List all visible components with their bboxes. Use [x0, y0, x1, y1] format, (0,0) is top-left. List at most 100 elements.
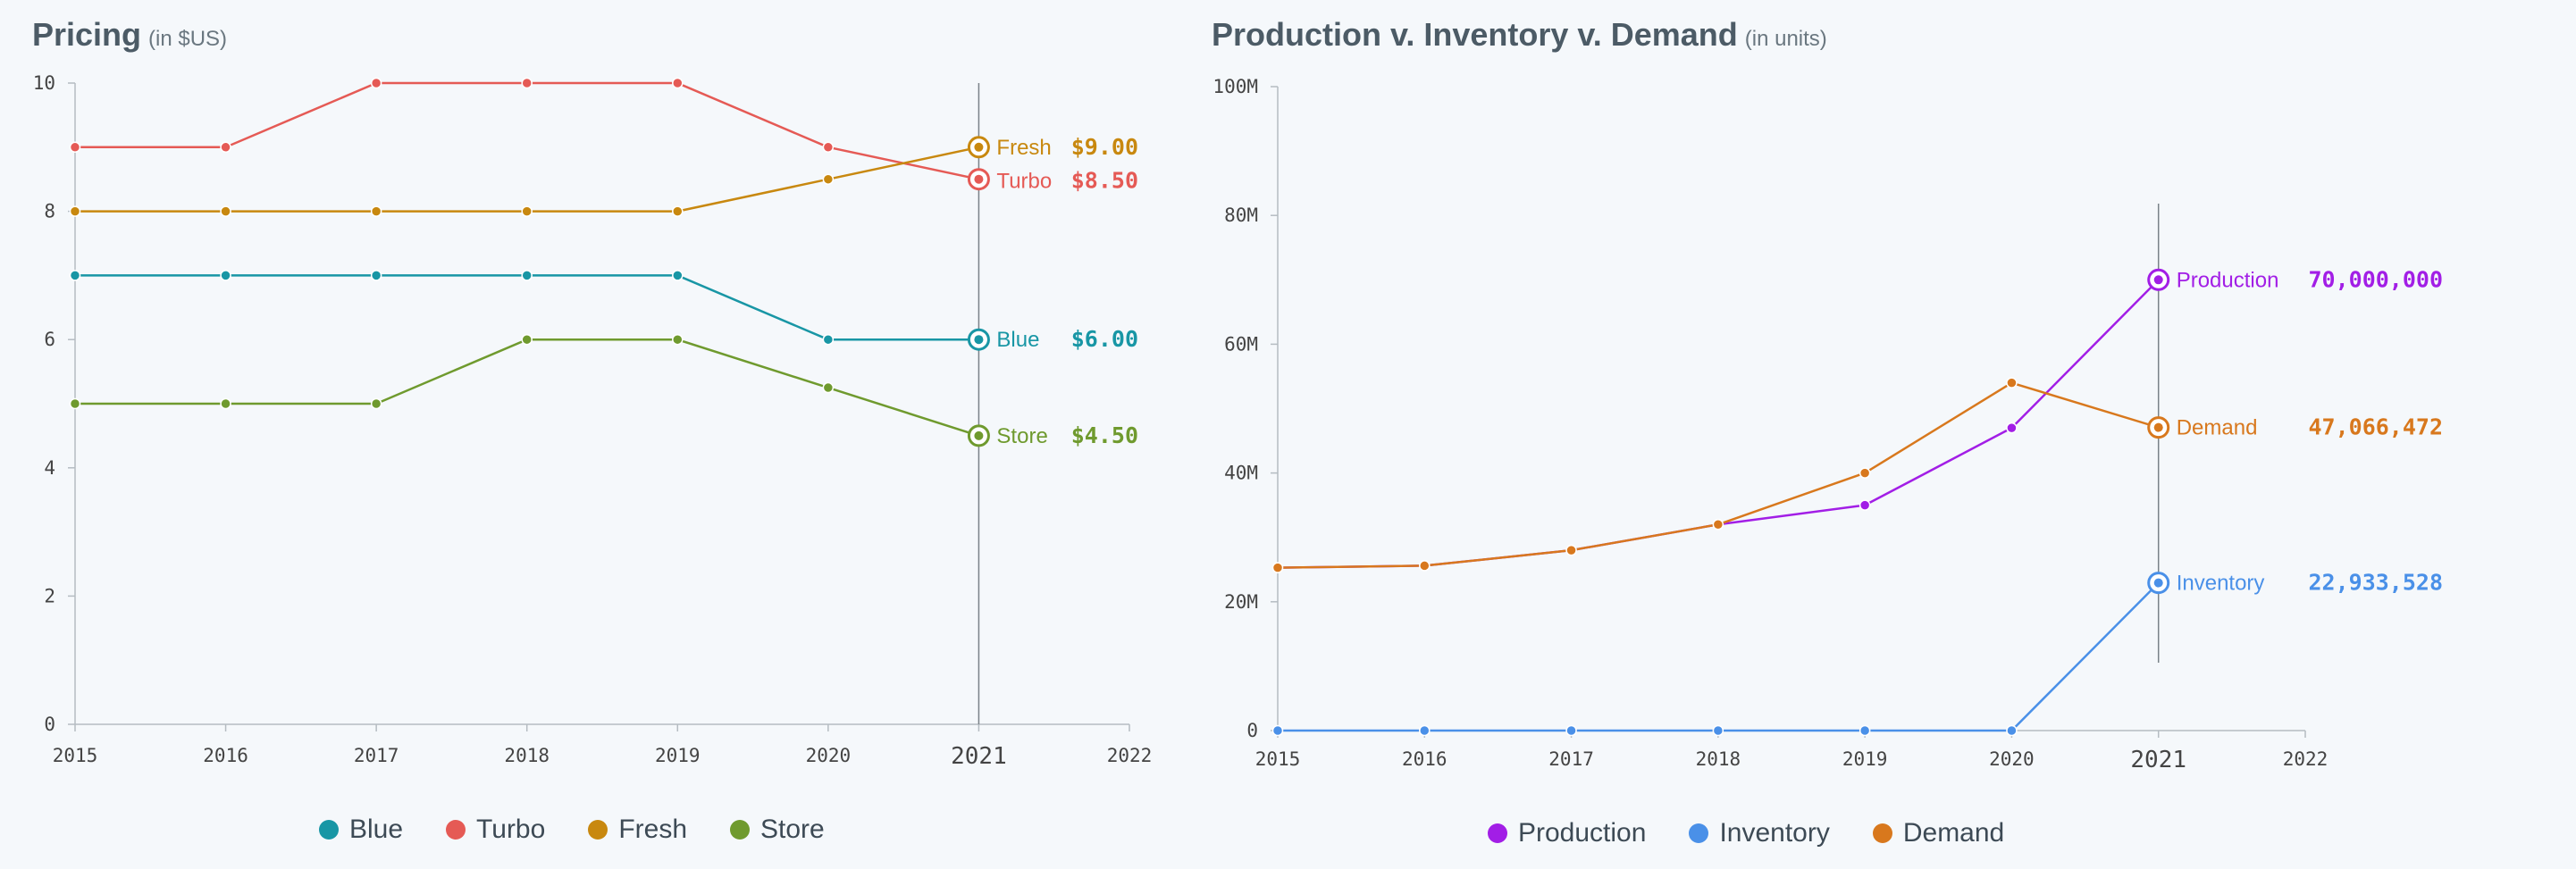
legend-label: Fresh	[618, 815, 687, 844]
x-tick-label: 2020	[1989, 748, 2035, 770]
chart-title: Production v. Inventory v. Demand	[1212, 16, 1738, 53]
demand-series-line	[1277, 381, 2160, 569]
blue-callout-label: Blue	[996, 328, 1039, 352]
y-tick-label: 10	[33, 72, 55, 94]
x-tick-label: 2020	[806, 745, 852, 766]
legend-label: Production	[1518, 818, 1647, 848]
x-tick-label: 2018	[504, 745, 550, 766]
legend-item-inventory[interactable]: Inventory	[1689, 818, 1830, 848]
y-tick-label: 4	[44, 457, 55, 479]
y-tick-label: 60M	[1224, 333, 1258, 355]
legend-swatch	[588, 820, 608, 840]
pricing-panel: Pricing (in $US) 0 2 4 6 8 10 2015 2016 2017 2018 2…	[0, 0, 1162, 869]
legend-item-blue[interactable]: Blue	[319, 815, 403, 845]
turbo-end-marker-dot	[974, 174, 984, 184]
legend-swatch	[319, 820, 339, 840]
fresh-callout-value: $9.00	[1071, 134, 1138, 160]
store-data-point	[672, 333, 684, 346]
production-data-point	[2006, 422, 2018, 434]
store-data-point	[822, 381, 835, 394]
legend-swatch	[1488, 823, 1507, 843]
turbo-data-point	[521, 77, 533, 89]
legend-item-production[interactable]: Production	[1488, 818, 1646, 848]
y-tick-label: 6	[44, 329, 55, 350]
demand-data-point	[1419, 560, 1431, 572]
store-callout-label: Store	[996, 424, 1047, 448]
legend-swatch	[730, 820, 750, 840]
inventory-callout-label: Inventory	[2177, 572, 2265, 596]
production-callout-value: 70,000,000	[2308, 266, 2443, 292]
production-end-marker-dot	[2153, 275, 2163, 285]
turbo-data-point	[69, 141, 81, 154]
turbo-data-point	[822, 141, 835, 154]
inventory-data-point	[1712, 724, 1724, 737]
y-tick-label: 2	[44, 585, 55, 606]
demand-end-marker-dot	[2153, 422, 2163, 432]
fresh-data-point	[822, 173, 835, 185]
demand-data-point	[1712, 519, 1724, 531]
blue-data-point	[822, 333, 835, 346]
production-data-point	[1859, 499, 1871, 511]
x-tick-label: 2018	[1696, 748, 1741, 770]
legend-item-store[interactable]: Store	[730, 815, 825, 845]
y-tick-label: 0	[1246, 720, 1258, 741]
y-tick-label: 8	[44, 201, 55, 222]
blue-data-point	[672, 270, 684, 281]
fresh-callout-label: Fresh	[996, 136, 1051, 160]
inventory-series-line	[1278, 581, 2160, 732]
legend-label: Turbo	[476, 815, 546, 844]
x-tick-label-highlight: 2021	[951, 743, 1007, 770]
chart-subtitle: (in $US)	[148, 27, 228, 51]
fresh-data-point	[220, 205, 231, 217]
fresh-end-marker-dot	[974, 142, 984, 152]
pricing-legend: Blue Turbo Fresh Store	[319, 815, 825, 845]
production-legend: Production Inventory Demand	[1488, 818, 2004, 848]
blue-data-point	[69, 270, 81, 281]
x-tick-label: 2016	[1402, 748, 1447, 770]
legend-label: Blue	[349, 815, 404, 844]
turbo-callout-value: $8.50	[1071, 168, 1138, 194]
pricing-title-group: Pricing (in $US)	[32, 16, 227, 54]
demand-data-point	[2006, 377, 2018, 389]
demand-callout-value: 47,066,472	[2308, 414, 2443, 440]
legend-item-demand[interactable]: Demand	[1872, 818, 2004, 848]
fresh-data-point	[370, 205, 382, 217]
production-panel: Production v. Inventory v. Demand (in uni…	[1197, 0, 2576, 869]
legend-label: Store	[760, 815, 825, 844]
inventory-data-point	[1419, 724, 1431, 737]
blue-series-line	[75, 274, 979, 341]
blue-data-point	[521, 270, 533, 281]
y-tick-label: 20M	[1224, 591, 1258, 613]
legend-item-turbo[interactable]: Turbo	[446, 815, 545, 845]
x-tick-label: 2019	[1842, 748, 1888, 770]
x-tick-label: 2022	[1107, 745, 1153, 766]
store-series-line	[75, 338, 979, 438]
fresh-series-line	[75, 146, 979, 213]
fresh-data-point	[521, 205, 533, 217]
legend-item-fresh[interactable]: Fresh	[588, 815, 687, 845]
store-data-point	[220, 397, 231, 410]
store-data-point	[69, 397, 81, 410]
store-end-marker-dot	[974, 430, 984, 440]
x-tick-label-highlight: 2021	[2130, 747, 2186, 773]
fresh-data-point	[672, 205, 684, 217]
inventory-data-point	[2006, 724, 2018, 737]
inventory-callout-value: 22,933,528	[2308, 570, 2443, 596]
y-tick-label: 80M	[1224, 205, 1258, 226]
blue-end-marker-dot	[974, 335, 984, 345]
legend-label: Inventory	[1719, 818, 1830, 848]
store-callout-value: $4.50	[1071, 422, 1138, 448]
x-tick-label: 2019	[655, 745, 701, 766]
demand-data-point	[1859, 467, 1871, 479]
store-data-point	[521, 333, 533, 346]
inventory-data-point	[1565, 724, 1577, 737]
y-tick-label: 40M	[1224, 463, 1258, 484]
turbo-series-line	[75, 81, 979, 180]
x-tick-label: 2015	[1255, 748, 1301, 770]
chart-subtitle: (in units)	[1744, 27, 1827, 51]
legend-swatch	[1689, 823, 1709, 843]
x-tick-label: 2022	[2283, 748, 2328, 770]
legend-swatch	[446, 820, 466, 840]
store-data-point	[370, 397, 382, 410]
demand-callout-label: Demand	[2177, 416, 2258, 440]
